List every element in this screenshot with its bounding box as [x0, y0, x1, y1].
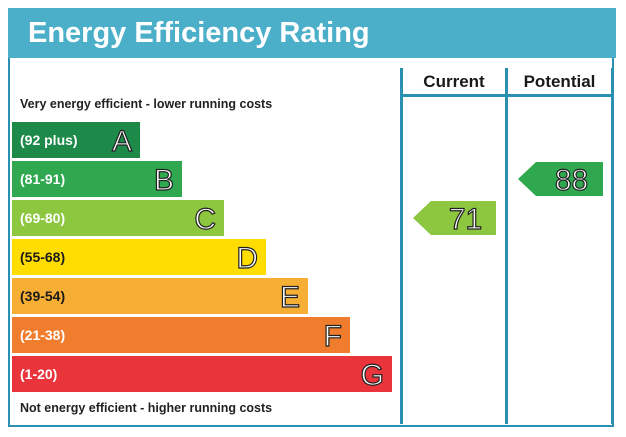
potential-rating-value: 88: [555, 164, 588, 197]
band-e-bar: [12, 278, 308, 314]
potential-column-header: Potential: [523, 72, 596, 91]
potential-rating-arrow: [518, 162, 603, 196]
current-rating-value: 71: [449, 203, 482, 236]
band-c-letter: C: [194, 203, 216, 236]
band-b-range: (81-91): [20, 171, 65, 187]
not-efficient-note: Not energy efficient - higher running co…: [20, 401, 273, 415]
band-e-letter: E: [280, 281, 300, 314]
title-bar: Energy Efficiency Rating: [8, 8, 616, 58]
band-a-bar: [12, 122, 140, 158]
band-a-letter: A: [112, 125, 132, 158]
band-d-bar: [12, 239, 266, 275]
band-c-range: (69-80): [20, 210, 65, 226]
band-d-letter: D: [236, 242, 258, 275]
band-e-range: (39-54): [20, 288, 65, 304]
current-rating-arrow: [413, 201, 496, 235]
band-g-range: (1-20): [20, 366, 57, 382]
band-f-bar: [12, 317, 350, 353]
current-column-left-border: [400, 68, 403, 424]
band-b-bar: [12, 161, 182, 197]
band-d-range: (55-68): [20, 249, 65, 265]
column-header-underline: [400, 94, 614, 97]
current-column-right-border: [505, 68, 508, 424]
band-g-bar: [12, 356, 392, 392]
chart-title: Energy Efficiency Rating: [28, 17, 370, 49]
band-f-letter: F: [324, 320, 342, 353]
band-b-letter: B: [154, 164, 174, 197]
band-g-letter: G: [361, 359, 384, 392]
current-column-header: Current: [423, 72, 485, 91]
potential-column-right-border: [611, 68, 614, 424]
band-a-range: (92 plus): [20, 132, 78, 148]
very-efficient-note: Very energy efficient - lower running co…: [20, 97, 273, 111]
band-c-bar: [12, 200, 224, 236]
band-f-range: (21-38): [20, 327, 65, 343]
